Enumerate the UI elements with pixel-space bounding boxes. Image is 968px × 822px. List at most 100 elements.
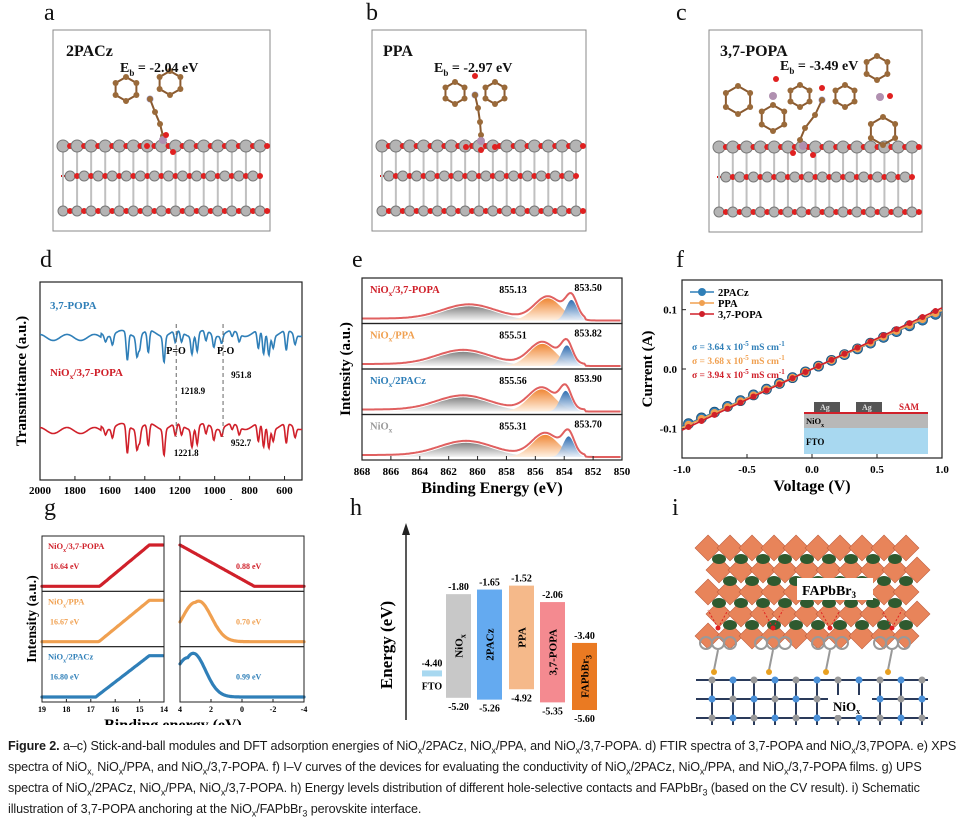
fa-cation — [899, 576, 913, 586]
annotation: 951.8 — [231, 370, 252, 380]
o-atom — [778, 209, 785, 215]
bar-label: FAPbBr3 — [580, 655, 594, 698]
interaction-line — [819, 609, 831, 629]
o-atom — [242, 173, 249, 179]
binding-energy-b: Eb = -2.97 eV — [434, 61, 513, 78]
sam-ring — [723, 636, 737, 650]
simulation-box — [708, 29, 923, 233]
ni-atom — [191, 170, 203, 182]
spectrum-frame — [361, 413, 623, 461]
o-atom — [385, 208, 392, 214]
o-atom — [172, 173, 179, 179]
o-atom — [708, 714, 716, 722]
binding-energy-c: Eb = -3.49 eV — [780, 59, 859, 76]
pbbr6-octahedron — [771, 556, 799, 584]
ni-atom — [404, 205, 416, 217]
p-atom — [885, 669, 891, 675]
x-axis-label: Binding energy (eV) — [104, 717, 242, 725]
carbon-atom — [874, 53, 880, 59]
o-atom — [95, 208, 102, 214]
bar-label: 2PACz — [485, 628, 497, 660]
data-point — [880, 332, 887, 339]
carbon-chain — [474, 94, 482, 136]
niox-layer — [804, 414, 928, 428]
pbbr6-octahedron — [727, 600, 755, 628]
carbon-atom — [806, 87, 813, 94]
o-atom — [881, 174, 888, 180]
o-atom — [790, 150, 796, 156]
ni-atom — [570, 205, 582, 217]
p-atom — [477, 137, 485, 145]
data-point — [919, 314, 926, 321]
spectrum-frame-left — [41, 646, 165, 703]
molecule-label-b: PPA — [383, 43, 413, 60]
carbon-atom — [797, 82, 803, 88]
ag-label: Ag — [862, 403, 872, 412]
o-atom — [834, 714, 842, 722]
carbon-atom — [758, 121, 765, 128]
ni-atom — [556, 205, 568, 217]
data-point — [854, 344, 861, 351]
peak-label: 855.13 — [499, 285, 527, 296]
o-atom — [257, 173, 263, 179]
carbon-atom — [892, 121, 899, 127]
peak-label: 855.31 — [499, 422, 527, 433]
o-atom — [538, 208, 545, 214]
panel-letter-h: h — [350, 495, 362, 521]
ni2-peak — [362, 345, 622, 366]
legend-label: NiOx/3,7-POPA — [50, 367, 123, 381]
x-tick-label: 868 — [354, 466, 371, 478]
level-label: -4.40 — [422, 658, 443, 669]
sam-chain — [713, 649, 719, 671]
legend-marker — [699, 311, 705, 317]
o-atom — [805, 209, 812, 215]
data-point — [906, 320, 913, 327]
o-atom — [784, 174, 791, 180]
annotation: 1218.9 — [180, 386, 205, 396]
pbbr6-octahedron — [716, 534, 744, 562]
pbbr6-octahedron — [892, 578, 920, 606]
pbbr6-octahedron — [716, 578, 744, 606]
o-atom — [200, 173, 207, 179]
o-atom — [750, 676, 758, 684]
bar-fto — [422, 670, 442, 677]
caption-subscript: x — [417, 745, 423, 756]
bar-label: FTO — [422, 681, 443, 692]
o-atom — [566, 208, 573, 214]
o-atom — [503, 173, 510, 179]
carbon-atom — [842, 104, 848, 110]
caption-subscript: x — [699, 766, 705, 777]
data-point — [776, 381, 783, 388]
pbbr6-octahedron — [738, 622, 766, 650]
pbbr6-octahedron — [892, 534, 920, 562]
peak-label: 855.56 — [499, 376, 527, 387]
o-atom — [840, 174, 847, 180]
ni-atom — [844, 171, 856, 183]
peak-label: 853.70 — [574, 420, 602, 431]
ni-atom — [906, 206, 918, 218]
simulation-box — [371, 29, 587, 232]
data-point — [867, 338, 874, 345]
carbon-atom — [492, 79, 498, 85]
carbon-atom — [867, 121, 874, 127]
x-tick-label: 800 — [241, 485, 258, 497]
o-atom — [810, 152, 816, 158]
o-atom — [448, 173, 455, 179]
fa-cation — [822, 554, 836, 564]
fa-cation — [855, 620, 869, 630]
data-point — [737, 399, 744, 406]
ni-atom — [851, 206, 863, 218]
interaction-line — [717, 609, 729, 629]
fa-cation — [811, 620, 825, 630]
o-atom — [463, 144, 469, 150]
vbm-label: 0.88 eV — [236, 562, 262, 571]
annotation: P-O — [217, 346, 234, 357]
y-axis-label: Intensity (a.u.) — [338, 322, 354, 416]
carbon-atom — [482, 84, 489, 91]
carbon-atom — [735, 83, 741, 89]
pbbr6-octahedron — [760, 578, 788, 606]
o-atom — [743, 174, 750, 180]
ni-atom — [141, 205, 153, 217]
carbon-atom — [478, 132, 484, 138]
carbon-ring — [724, 84, 752, 116]
